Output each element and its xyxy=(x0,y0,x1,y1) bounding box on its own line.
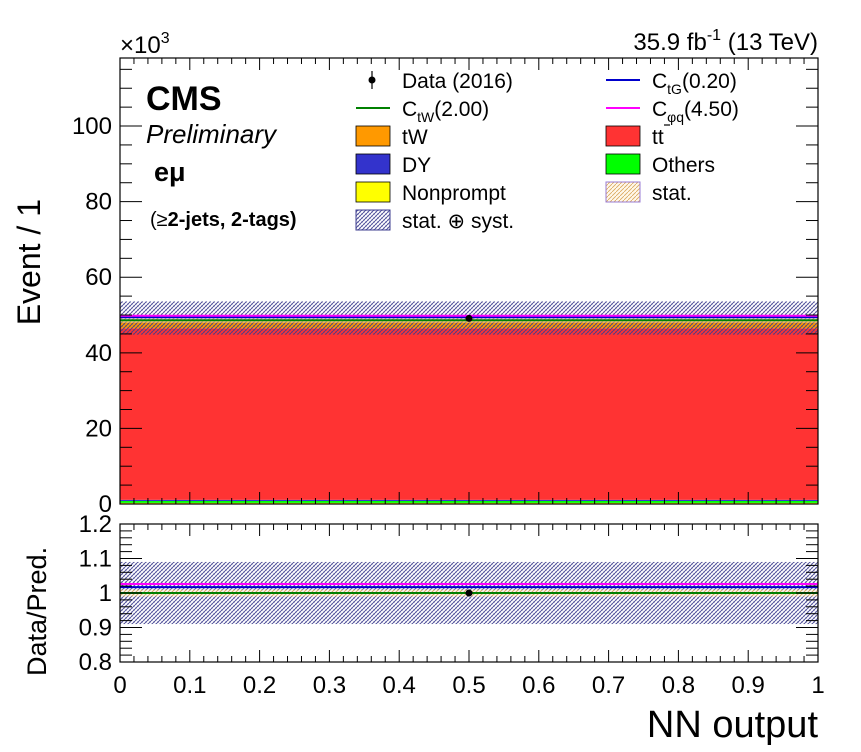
x-tick-label: 0.2 xyxy=(243,672,276,699)
svg-text:tW: tW xyxy=(402,126,428,149)
ratio-data-points xyxy=(465,589,473,597)
svg-text:CtW(2.00): CtW(2.00) xyxy=(402,98,489,125)
main-data-points xyxy=(465,314,473,322)
legend-entry-tt: tt xyxy=(605,124,670,149)
legend-entry-c-q-4-50: Cφq(4.50) xyxy=(606,98,739,125)
x-tick-label: 0.6 xyxy=(522,672,555,699)
channel-label: eμ xyxy=(154,157,186,187)
legend-entry-stat: stat. xyxy=(605,181,692,205)
data-point xyxy=(465,314,473,322)
svg-text:Cφq(4.50): Cφq(4.50) xyxy=(652,98,739,125)
main-y-tick-label: 20 xyxy=(85,415,112,442)
ratio-y-axis-label: Data/Pred. xyxy=(22,547,52,676)
svg-text:CtG(0.20): CtG(0.20) xyxy=(652,70,737,97)
svg-text:stat. ⊕ syst.: stat. ⊕ syst. xyxy=(402,210,514,233)
x-axis-label: NN output xyxy=(647,704,819,746)
x-tick-label: 0.9 xyxy=(732,672,765,699)
main-stack-histogram xyxy=(120,320,818,504)
main-y-tick-label: 0 xyxy=(99,491,112,518)
ratio-data-point xyxy=(465,589,473,597)
x-tick-label: 0.1 xyxy=(173,672,206,699)
svg-text:Others: Others xyxy=(652,154,715,177)
x-tick-label: 0 xyxy=(113,672,126,699)
ratio-y-tick-label: 0.9 xyxy=(79,615,112,642)
main-y-tick-label: 100 xyxy=(72,113,112,140)
legend-entry-nonprompt: Nonprompt xyxy=(355,181,506,205)
x-tick-label: 0.7 xyxy=(592,672,625,699)
svg-text:stat.: stat. xyxy=(652,182,692,205)
main-y-axis-label: Event / 1 xyxy=(11,199,47,325)
legend-entry-ctg-0-20: CtG(0.20) xyxy=(606,70,737,97)
status-label: Preliminary xyxy=(146,119,278,149)
ratio-y-tick-label: 1 xyxy=(99,580,112,607)
x-tick-label: 0.8 xyxy=(662,672,695,699)
main-y-tick-label: 60 xyxy=(85,264,112,291)
legend-entry-ctw-2-00: CtW(2.00) xyxy=(356,98,489,125)
svg-text:tt: tt xyxy=(652,126,664,149)
main-y-tick-label: 40 xyxy=(85,340,112,367)
svg-text:Nonprompt: Nonprompt xyxy=(402,182,506,205)
ratio-y-tick-label: 0.8 xyxy=(79,649,112,676)
ratio-axes: 0.8 0.9 1 1.1 1.2 0 0.1 0.2 0.3 0.4 0.5 0.6 0.7 0.8 0.… xyxy=(79,511,825,699)
x-tick-label: 0.3 xyxy=(313,672,346,699)
svg-text:Data (2016): Data (2016) xyxy=(402,70,513,93)
ratio-y-tick-label: 1.2 xyxy=(79,511,112,538)
legend-entry-others: Others xyxy=(605,153,715,177)
experiment-label: CMS xyxy=(146,80,222,118)
legend-entry-stat-syst: stat. ⊕ syst. xyxy=(355,209,514,233)
y-exponent-label: ×103 xyxy=(120,30,170,59)
main-axes: 0 20 40 60 80 100 xyxy=(72,58,819,518)
lumi-energy-label: 35.9 fb-1 (13 TeV) xyxy=(633,27,818,56)
legend-entry-dy: DY xyxy=(355,153,431,177)
svg-text:DY: DY xyxy=(402,154,431,177)
stack-bar-tt xyxy=(120,328,818,500)
x-tick-label: 1 xyxy=(811,672,824,699)
ratio-y-tick-label: 1.1 xyxy=(79,546,112,573)
legend-entry-data-2016: Data (2016) xyxy=(368,70,513,93)
legend-entry-tw: tW xyxy=(355,125,428,149)
x-tick-label: 0.5 xyxy=(452,672,485,699)
selection-label: (≥2-jets, 2-tags) xyxy=(150,209,297,231)
legend: Data (2016) CtG(0.20) CtW(2.00) Cφq(4.50) tW… xyxy=(355,70,739,233)
x-tick-label: 0.4 xyxy=(383,672,416,699)
main-y-tick-label: 80 xyxy=(85,189,112,216)
